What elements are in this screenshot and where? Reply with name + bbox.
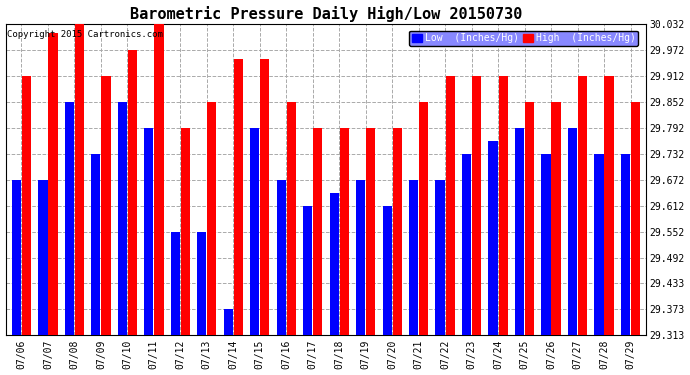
Bar — [65, 102, 74, 335]
Bar — [101, 76, 110, 335]
Bar — [128, 50, 137, 335]
Bar — [250, 128, 259, 335]
Bar — [594, 154, 604, 335]
Bar — [472, 76, 482, 335]
Bar — [277, 180, 286, 335]
Bar — [91, 154, 101, 335]
Bar — [260, 59, 270, 335]
Bar — [197, 232, 206, 335]
Bar — [621, 154, 630, 335]
Bar — [419, 102, 428, 335]
Bar — [568, 128, 577, 335]
Bar — [382, 206, 392, 335]
Bar — [170, 232, 180, 335]
Bar — [489, 141, 497, 335]
Bar — [578, 76, 587, 335]
Bar — [446, 76, 455, 335]
Bar — [313, 128, 322, 335]
Bar — [498, 76, 508, 335]
Bar — [435, 180, 445, 335]
Bar — [542, 154, 551, 335]
Bar — [462, 154, 471, 335]
Bar — [339, 128, 349, 335]
Bar — [330, 193, 339, 335]
Bar — [356, 180, 365, 335]
Bar — [303, 206, 313, 335]
Bar — [12, 180, 21, 335]
Bar — [48, 33, 57, 335]
Bar — [155, 24, 164, 335]
Bar — [604, 76, 613, 335]
Bar — [366, 128, 375, 335]
Bar — [207, 102, 217, 335]
Bar — [22, 76, 31, 335]
Title: Barometric Pressure Daily High/Low 20150730: Barometric Pressure Daily High/Low 20150… — [130, 6, 522, 21]
Bar — [224, 309, 233, 335]
Text: Copyright 2015 Cartronics.com: Copyright 2015 Cartronics.com — [7, 30, 163, 39]
Bar — [393, 128, 402, 335]
Bar — [118, 102, 127, 335]
Bar — [551, 102, 561, 335]
Bar — [286, 102, 296, 335]
Bar — [409, 180, 418, 335]
Legend: Low  (Inches/Hg), High  (Inches/Hg): Low (Inches/Hg), High (Inches/Hg) — [409, 30, 638, 46]
Bar — [144, 128, 153, 335]
Bar — [38, 180, 48, 335]
Bar — [515, 128, 524, 335]
Bar — [234, 59, 243, 335]
Bar — [525, 102, 534, 335]
Bar — [181, 128, 190, 335]
Bar — [631, 102, 640, 335]
Bar — [75, 24, 84, 335]
